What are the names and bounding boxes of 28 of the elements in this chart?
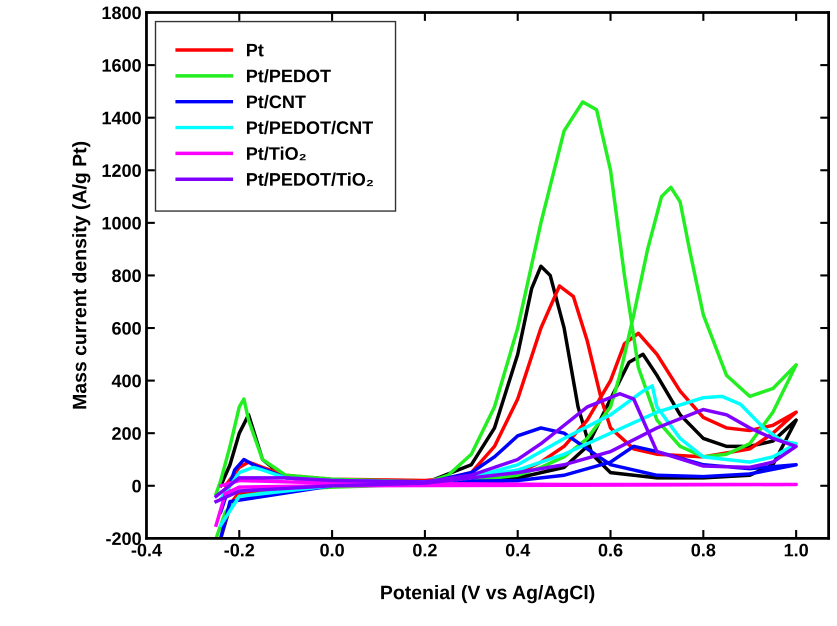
- x-tick-label: 0.6: [598, 544, 622, 556]
- legend-label: Pt/CNT: [246, 94, 306, 108]
- x-tick-label: -0.2: [224, 544, 254, 556]
- y-tick-label: 1000: [102, 216, 141, 230]
- y-axis-title: Mass current density (A/g Pt): [72, 142, 90, 409]
- y-tick-label: -200: [106, 532, 141, 546]
- y-tick-label: 200: [112, 427, 141, 440]
- y-tick-label: 1400: [102, 112, 141, 124]
- y-tick-label: 600: [112, 322, 141, 335]
- x-tick-label: 1.0: [784, 544, 808, 556]
- legend-label: Pt/PEDOT: [246, 69, 331, 83]
- y-tick-label: 1800: [102, 6, 141, 20]
- x-tick-label: 0.8: [692, 544, 716, 556]
- legend-label: Pt/PEDOT/CNT: [246, 120, 373, 134]
- legend-label: Pt/PEDOT/TiO₂: [246, 172, 373, 186]
- x-tick-label: -0.4: [132, 544, 162, 556]
- legend-label: Pt/TiO₂: [246, 146, 306, 160]
- legend-label: Pt: [246, 44, 264, 56]
- y-tick-label: 800: [112, 269, 141, 282]
- x-tick-label: 0.0: [320, 544, 344, 556]
- y-tick-label: 0: [132, 480, 141, 492]
- line-series: [214, 392, 798, 504]
- x-tick-label: 0.2: [413, 544, 437, 556]
- y-tick-label: 1200: [102, 164, 141, 177]
- y-tick-label: 400: [112, 374, 141, 388]
- y-tick-label: 1600: [102, 59, 141, 72]
- x-axis-title: Potenial (V vs Ag/AgCl): [381, 585, 594, 604]
- x-tick-label: 0.4: [506, 544, 530, 556]
